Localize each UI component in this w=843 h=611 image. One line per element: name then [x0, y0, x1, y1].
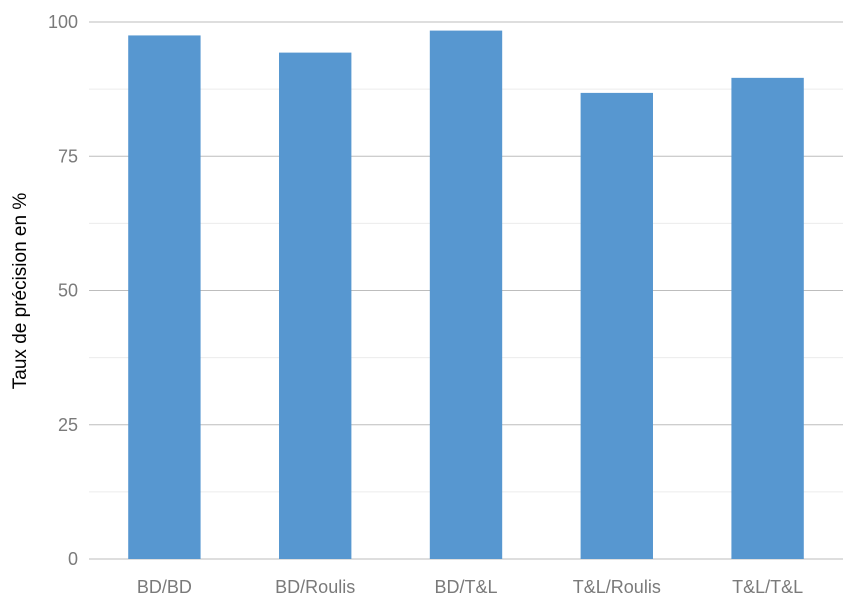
y-tick-label: 50 — [58, 281, 78, 301]
y-tick-label: 0 — [68, 549, 78, 569]
bar — [580, 92, 653, 559]
x-axis-ticks: BD/BD BD/Roulis BD/T&L T&L/Roulis T&L/T&L — [137, 577, 803, 597]
x-tick-label: BD/BD — [137, 577, 192, 597]
y-tick-label: 75 — [58, 146, 78, 166]
y-tick-label: 25 — [58, 415, 78, 435]
bar — [128, 35, 201, 560]
y-axis-title: Taux de précision en % — [10, 193, 31, 390]
x-tick-label: T&L/T&L — [732, 577, 803, 597]
y-tick-label: 100 — [48, 12, 78, 32]
x-tick-label: BD/T&L — [434, 577, 497, 597]
bar — [731, 77, 804, 560]
y-axis-ticks: 0 25 50 75 100 — [48, 12, 78, 569]
bar — [429, 30, 503, 560]
bar — [279, 52, 352, 559]
x-tick-label: T&L/Roulis — [573, 577, 661, 597]
x-tick-label: BD/Roulis — [275, 577, 355, 597]
bars — [128, 30, 804, 560]
